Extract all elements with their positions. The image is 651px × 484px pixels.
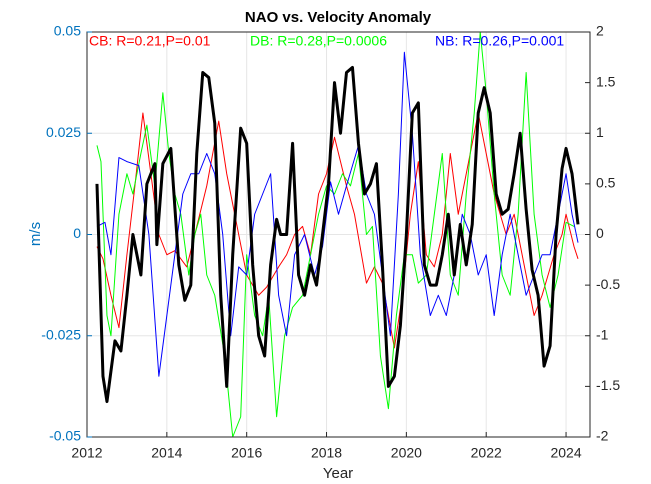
series-line — [95, 65, 580, 404]
x-tick-label: 2018 — [311, 445, 342, 461]
y2-tick-label: 1.5 — [596, 73, 616, 89]
y2-tick-label: -1 — [596, 326, 609, 342]
series-line — [96, 112, 579, 349]
x-tick-label: 2022 — [471, 445, 502, 461]
y2-tick-label: 0 — [596, 225, 604, 241]
y-tick-label: -0.025 — [41, 326, 81, 342]
x-tick-label: 2020 — [391, 445, 422, 461]
y2-tick-label: 1 — [596, 124, 604, 140]
y-tick-label: 0.025 — [46, 124, 81, 140]
chart-title: NAO vs. Velocity Anomaly — [245, 9, 432, 26]
annotations: CB: R=0.21,P=0.01 DB: R=0.28,P=0.0006 NB: … — [89, 33, 564, 49]
y2-tick-label: 2 — [596, 23, 604, 39]
x-tick-label: 2014 — [151, 445, 182, 461]
annotation: NB: R=0.26,P=0.001 — [435, 33, 564, 49]
y-tick-label: 0.05 — [54, 23, 81, 39]
y2-tick-label: 0.5 — [596, 175, 616, 191]
y-tick-label: -0.05 — [49, 428, 81, 444]
x-tick-label: 2012 — [71, 445, 102, 461]
x-axis-label: Year — [323, 465, 353, 482]
y2-tick-label: -0.5 — [596, 276, 620, 292]
series-line — [96, 51, 579, 377]
y2-tick-label: -1.5 — [596, 377, 620, 393]
lines — [95, 32, 580, 437]
y-tick-label: 0 — [73, 225, 81, 241]
annotation: CB: R=0.21,P=0.01 — [89, 33, 211, 49]
annotation: DB: R=0.28,P=0.0006 — [250, 33, 387, 49]
x-tick-label: 2016 — [231, 445, 262, 461]
y-axis-label: m/s — [27, 222, 44, 246]
series-line — [96, 32, 575, 437]
x-tick-label: 2024 — [550, 445, 581, 461]
y2-tick-label: -2 — [596, 428, 609, 444]
